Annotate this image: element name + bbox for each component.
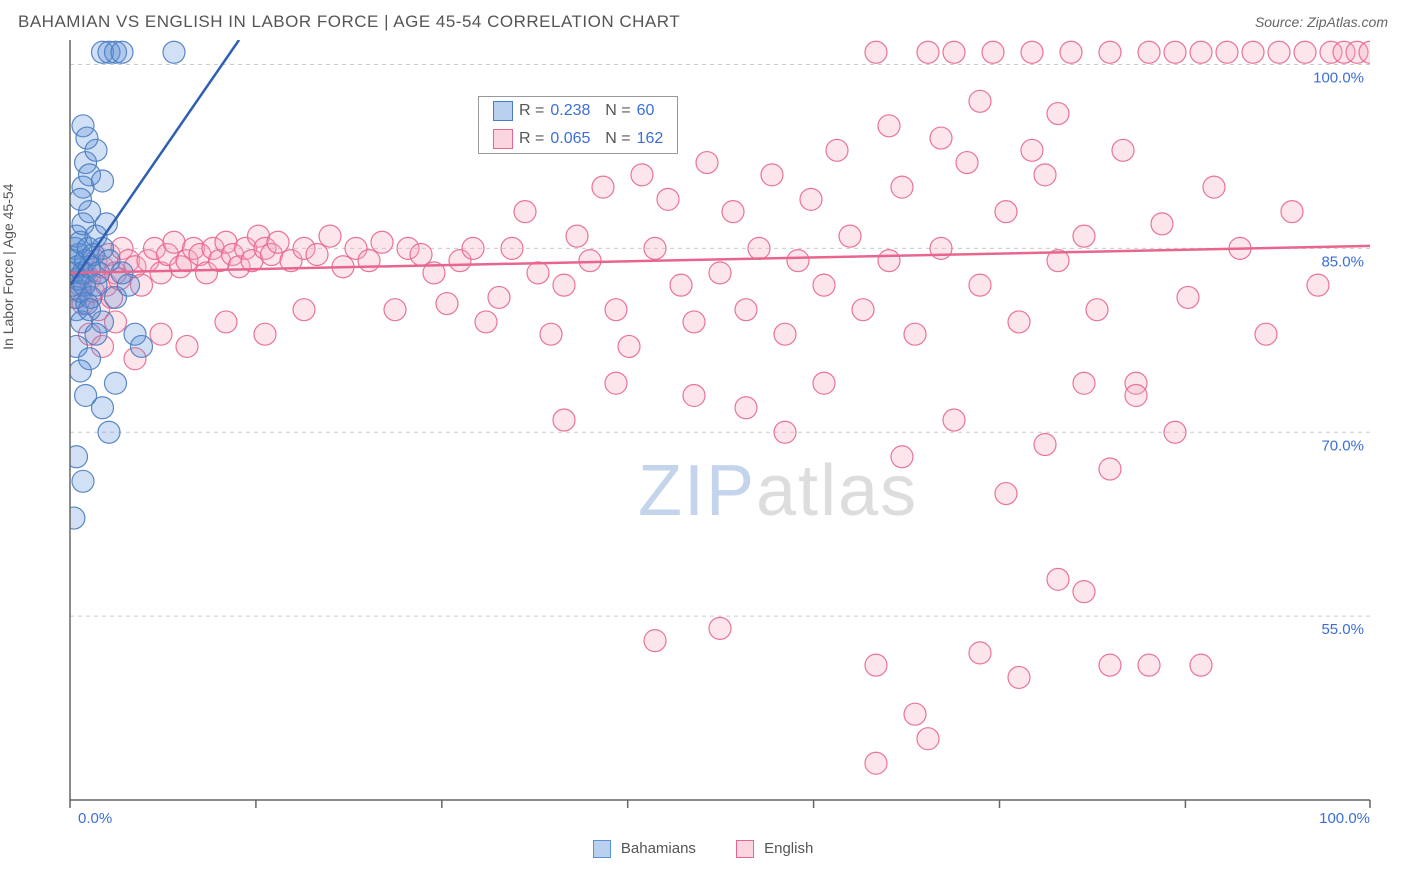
scatter-plot: 55.0% 70.0% 85.0% 100.0% <box>18 40 1388 810</box>
svg-text:85.0%: 85.0% <box>1321 253 1364 270</box>
stats-row-english: R = 0.065 N = 162 <box>479 125 677 153</box>
stat-n-english: 162 <box>637 130 664 148</box>
swatch-english <box>493 129 513 149</box>
stat-r-label: R = <box>519 102 544 120</box>
legend-item-bahamians: Bahamians <box>593 840 696 858</box>
legend-swatch-bahamians <box>593 840 611 858</box>
legend-swatch-english <box>736 840 754 858</box>
y-axis-label: In Labor Force | Age 45-54 <box>0 184 16 350</box>
stat-spacer: N = <box>596 102 630 120</box>
legend-item-english: English <box>736 840 813 858</box>
chart-title: BAHAMIAN VS ENGLISH IN LABOR FORCE | AGE… <box>18 12 680 32</box>
stat-r-bahamians: 0.238 <box>550 102 590 120</box>
legend: Bahamians English <box>0 840 1406 858</box>
x-label-max: 100.0% <box>1319 810 1370 827</box>
svg-text:100.0%: 100.0% <box>1313 70 1364 87</box>
legend-label-english: English <box>764 840 813 857</box>
svg-text:70.0%: 70.0% <box>1321 437 1364 454</box>
stat-r-label: R = <box>519 130 544 148</box>
stat-n-bahamians: 60 <box>637 102 655 120</box>
stats-row-bahamians: R = 0.238 N = 60 <box>479 97 677 125</box>
legend-label-bahamians: Bahamians <box>621 840 696 857</box>
correlation-stats-box: R = 0.238 N = 60 R = 0.065 N = 162 <box>478 96 678 154</box>
stat-r-english: 0.065 <box>550 130 590 148</box>
svg-text:55.0%: 55.0% <box>1321 621 1364 638</box>
stat-spacer: N = <box>596 130 630 148</box>
source-label: Source: ZipAtlas.com <box>1255 14 1388 30</box>
x-label-min: 0.0% <box>78 810 112 827</box>
swatch-bahamians <box>493 101 513 121</box>
